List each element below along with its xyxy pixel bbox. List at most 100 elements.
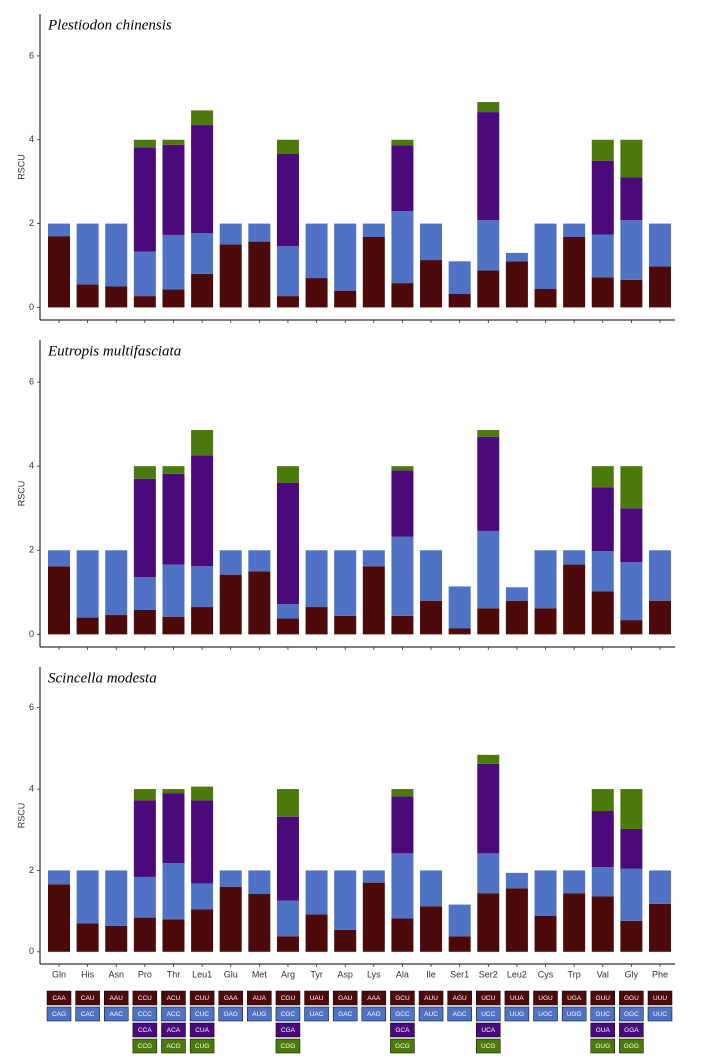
codon-box bbox=[275, 1022, 301, 1038]
bar-segment bbox=[591, 811, 614, 868]
bar-segment bbox=[48, 550, 70, 567]
bar-segment bbox=[334, 223, 357, 291]
codon-label: UCC bbox=[481, 1011, 495, 1018]
bar-segment bbox=[276, 936, 299, 952]
bar-segment bbox=[591, 466, 614, 488]
y-tick-label: 0 bbox=[29, 629, 34, 639]
codon-label: UCA bbox=[481, 1027, 495, 1034]
bar-segment bbox=[76, 550, 99, 618]
bar-segment bbox=[305, 550, 328, 608]
codon-label: UAU bbox=[310, 995, 324, 1002]
codon-box bbox=[189, 1006, 215, 1022]
bar-segment bbox=[534, 288, 557, 308]
bar-segment bbox=[162, 234, 185, 290]
codon-box bbox=[361, 1006, 387, 1022]
bar-segment bbox=[563, 550, 586, 565]
codon-label: AUG bbox=[252, 1011, 266, 1018]
bar-segment bbox=[477, 102, 500, 113]
bar-segment bbox=[391, 536, 414, 616]
bar-segment bbox=[362, 550, 385, 567]
y-tick-label: 4 bbox=[29, 461, 34, 471]
bar-segment bbox=[276, 789, 299, 817]
bar-segment bbox=[649, 550, 671, 601]
x-tick-label: Gln bbox=[52, 969, 66, 979]
codon-label: CCC bbox=[138, 1011, 152, 1018]
x-tick-label: Ser1 bbox=[450, 969, 469, 979]
codon-box bbox=[533, 1006, 558, 1022]
bar-segment bbox=[133, 609, 156, 635]
codon-box bbox=[647, 1006, 673, 1022]
bar-segment bbox=[248, 894, 271, 952]
bar-segment bbox=[133, 577, 156, 610]
bar-segment bbox=[276, 466, 299, 483]
codon-box bbox=[75, 1006, 100, 1022]
bar-segment bbox=[105, 286, 128, 308]
bar-segment bbox=[162, 139, 185, 145]
bar-segment bbox=[305, 607, 328, 635]
bar-segment bbox=[162, 919, 185, 952]
codon-box bbox=[418, 990, 444, 1006]
codon-box bbox=[332, 990, 358, 1006]
bar-segment bbox=[477, 112, 500, 221]
codon-label: UGU bbox=[538, 995, 553, 1002]
codon-box bbox=[390, 1006, 415, 1022]
bar-segment bbox=[563, 223, 586, 238]
x-tick-label: Thr bbox=[167, 969, 181, 979]
x-tick-label: Leu2 bbox=[507, 969, 527, 979]
bar-segment bbox=[477, 270, 500, 308]
bar-segment bbox=[620, 828, 643, 869]
bar-segment bbox=[305, 223, 328, 279]
bar-segment bbox=[133, 478, 156, 578]
bar-segment bbox=[76, 870, 99, 924]
bar-segment bbox=[649, 903, 671, 952]
codon-label: GGG bbox=[624, 1043, 639, 1050]
codon-box bbox=[447, 1006, 472, 1022]
codon-box bbox=[275, 1006, 301, 1022]
bar-segment bbox=[219, 574, 242, 635]
bar-segment bbox=[105, 615, 128, 635]
bar-segment bbox=[219, 550, 242, 575]
bar-segment bbox=[334, 870, 357, 930]
codon-label: GCU bbox=[395, 995, 410, 1002]
codon-label: GGC bbox=[624, 1011, 639, 1018]
x-tick-label: Ser2 bbox=[479, 969, 498, 979]
bar-segment bbox=[477, 754, 500, 764]
x-tick-label: Val bbox=[597, 969, 609, 979]
bar-segment bbox=[334, 290, 357, 308]
bar-segment bbox=[563, 237, 586, 308]
bar-segment bbox=[620, 220, 643, 280]
bar-segment bbox=[620, 920, 643, 952]
bar-segment bbox=[276, 816, 299, 901]
codon-label: UGC bbox=[538, 1011, 553, 1018]
bar-segment bbox=[191, 125, 214, 234]
bar-segment bbox=[133, 466, 156, 479]
bar-segment bbox=[448, 904, 471, 937]
codon-box bbox=[218, 990, 243, 1006]
bar-segment bbox=[477, 429, 500, 437]
bar-segment bbox=[219, 870, 242, 887]
bar-segment bbox=[48, 566, 70, 635]
bar-segment bbox=[162, 144, 185, 235]
codon-box bbox=[476, 1038, 501, 1054]
bar-segment bbox=[162, 473, 185, 565]
codon-label: GCC bbox=[395, 1011, 410, 1018]
bar-segment bbox=[420, 906, 443, 952]
bar-segment bbox=[391, 853, 414, 919]
codon-label: AAU bbox=[110, 995, 124, 1002]
y-axis-label: RSCU bbox=[16, 803, 26, 829]
bar-segment bbox=[649, 223, 671, 267]
bar-segment bbox=[620, 868, 643, 921]
codon-box bbox=[75, 990, 100, 1006]
codon-box bbox=[247, 1006, 272, 1022]
chart-title: Scincella modesta bbox=[48, 670, 157, 686]
bar-segment bbox=[362, 870, 385, 883]
x-tick-label: Cys bbox=[538, 969, 554, 979]
codon-box bbox=[103, 1006, 129, 1022]
bar-segment bbox=[305, 914, 328, 952]
codon-label: UUA bbox=[510, 995, 524, 1002]
bar-segment bbox=[591, 160, 614, 235]
codon-label: AGC bbox=[453, 1011, 467, 1018]
codon-box bbox=[189, 1022, 215, 1038]
bar-segment bbox=[448, 936, 471, 952]
bar-segment bbox=[591, 867, 614, 897]
